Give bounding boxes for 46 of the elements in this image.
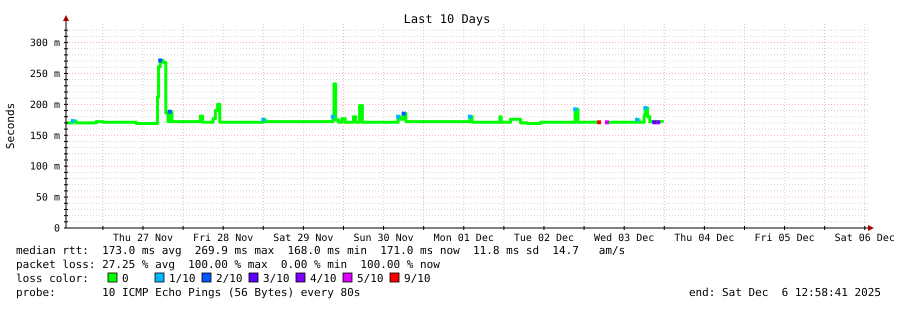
y-tick-label: 150 m — [30, 130, 60, 142]
point — [656, 120, 660, 124]
point — [643, 106, 648, 110]
point — [597, 120, 602, 124]
x-tick-label: Fri 05 Dec — [754, 233, 815, 244]
x-tick-label: Sun 30 Nov — [353, 233, 414, 244]
x-tick-label: Tue 02 Dec — [514, 233, 574, 244]
x-tick-label: Thu 27 Nov — [112, 233, 174, 244]
y-axis-title: Seconds — [4, 102, 17, 150]
point — [261, 118, 266, 122]
text: probe: 10 ICMP Echo Pings (56 Bytes) every 80s — [16, 286, 360, 299]
legend-label: 0 — [122, 272, 129, 285]
point — [652, 120, 656, 124]
y-tick-label: 200 m — [30, 100, 60, 111]
y-tick-label: 100 m — [30, 162, 60, 173]
x-tick-label: Wed 03 Dec — [594, 233, 654, 244]
y-tick-label: 50 m — [36, 192, 60, 204]
point — [168, 110, 172, 114]
point — [396, 114, 400, 119]
point — [604, 120, 609, 124]
legend-label: 1/10 — [169, 272, 196, 285]
x-tick-label: Mon 01 Dec — [434, 233, 494, 244]
x-tick-label: Thu 04 Dec — [674, 233, 734, 244]
chart-title: Last 10 Days — [404, 12, 490, 26]
x-tick-label: Sat 29 Nov — [273, 233, 334, 244]
y-tick-label: 0 — [54, 224, 60, 234]
text: end: Sat Dec 6 12:58:41 2025 — [688, 286, 881, 299]
point — [573, 107, 578, 112]
y-tick-label: 300 m — [30, 38, 60, 50]
x-tick-label: Sat 06 Dec — [834, 233, 895, 244]
y-tick-label: 250 m — [30, 68, 60, 80]
point — [402, 112, 406, 116]
legend-label: 9/10 — [404, 272, 430, 285]
point — [330, 114, 335, 119]
point — [158, 58, 162, 62]
legend-label: 3/10 — [263, 272, 290, 285]
point — [70, 119, 75, 124]
x-tick-label: Fri 28 Nov — [193, 233, 254, 244]
legend-label: 5/10 — [357, 272, 384, 285]
point — [468, 114, 472, 119]
legend-title: loss color: — [16, 272, 89, 285]
text: median rtt: 173.0 ms avg 269.9 ms max 168.0 ms min 171.0 ms now 11.8 ms sd 14.7 am/s — [16, 244, 626, 257]
point — [634, 118, 639, 122]
legend-label: 2/10 — [216, 272, 242, 285]
text: packet loss: 27.25 % avg 100.00 % max 0.00 % min 100.00 % now — [16, 258, 440, 271]
legend-label: 4/10 — [310, 272, 336, 285]
